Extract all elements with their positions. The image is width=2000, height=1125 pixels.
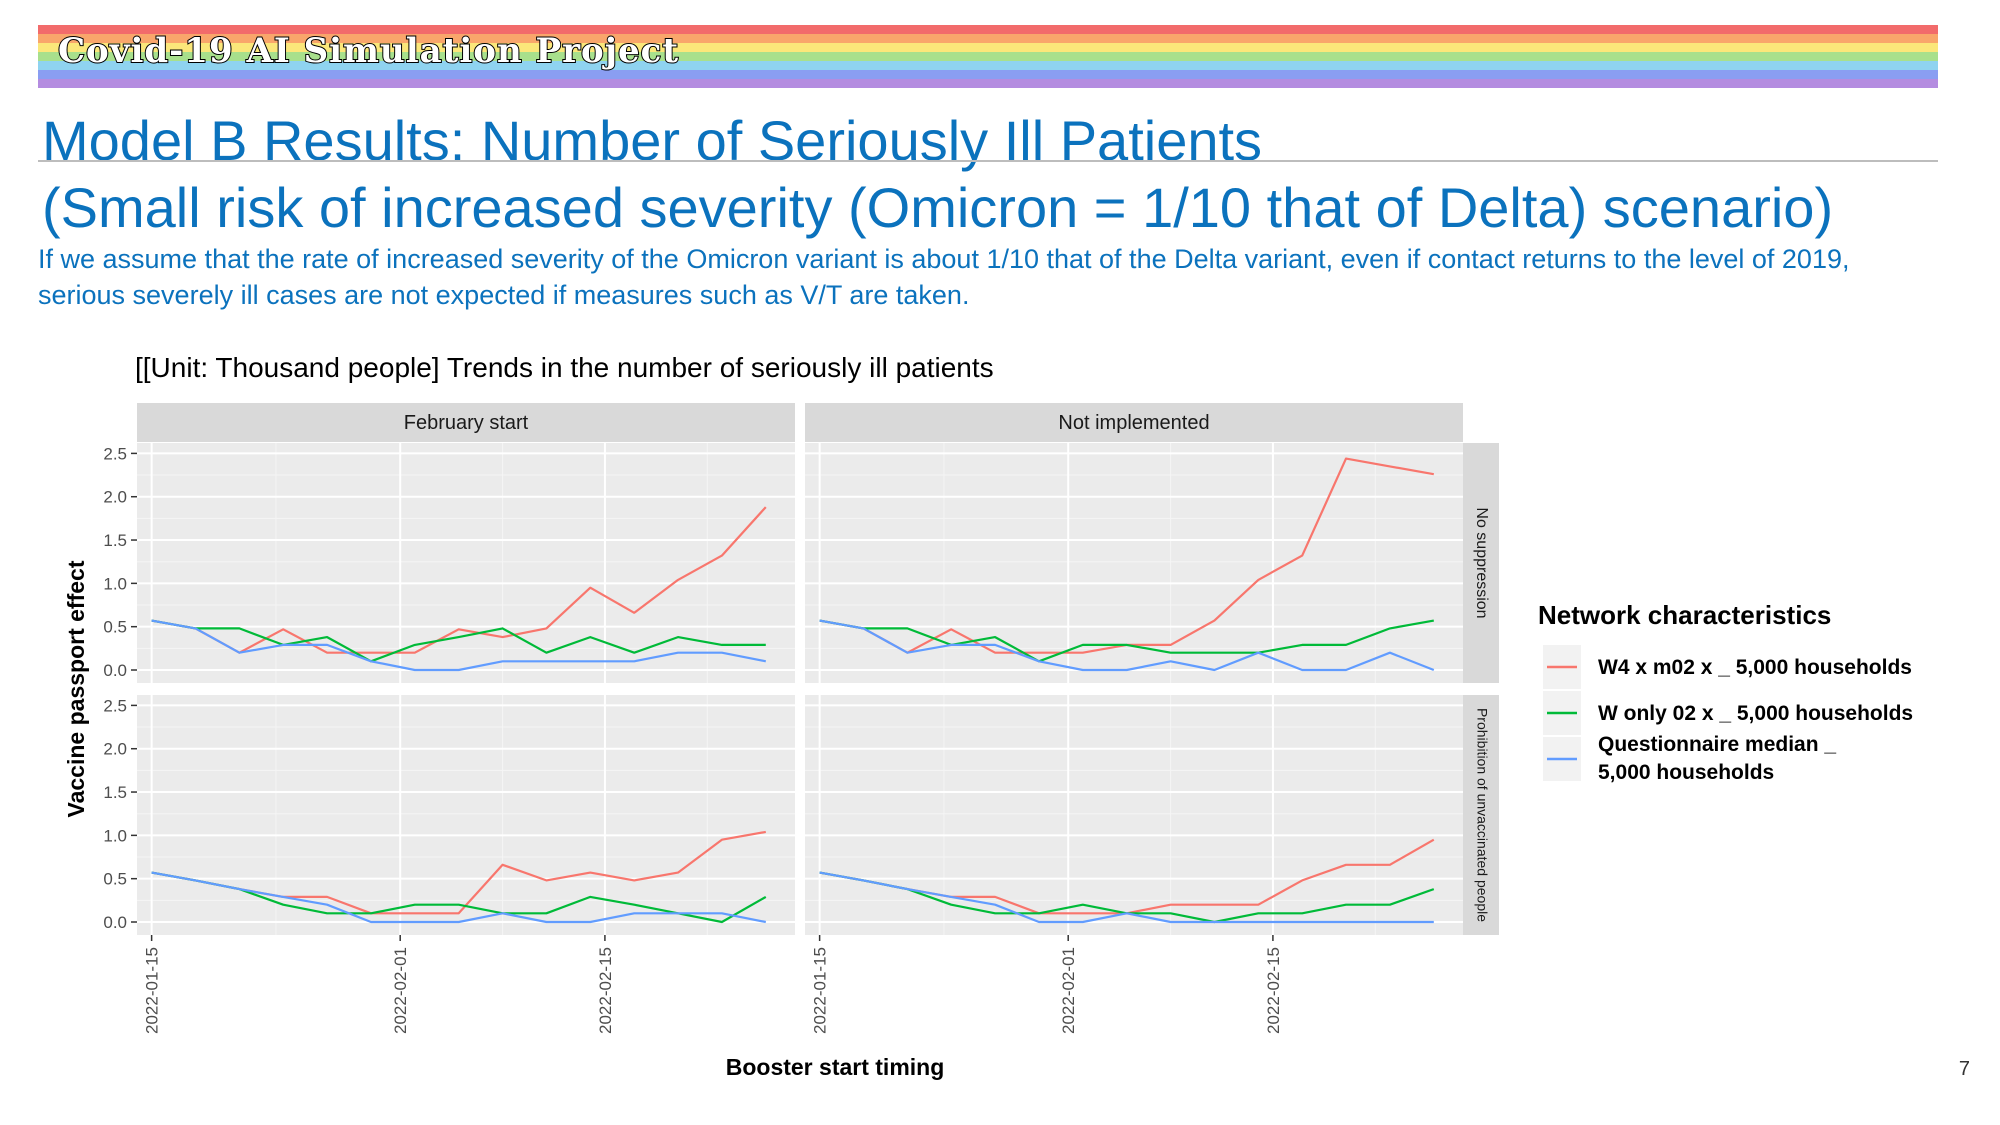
y-tick-label: 0.0: [103, 913, 127, 932]
y-tick-label: 1.5: [103, 531, 127, 550]
y-tick-label: 2.0: [103, 488, 127, 507]
facet-label: Prohibition of unvaccinated people: [1474, 708, 1490, 922]
series-line: [151, 619, 767, 672]
series-line: [151, 871, 767, 924]
panel-background: [137, 443, 795, 683]
series-line: [151, 871, 767, 924]
x-tick-label: 2022-02-01: [1059, 947, 1078, 1034]
facet-label: Not implemented: [1058, 412, 1209, 434]
legend-label: W only 02 x _ 5,000 households: [1598, 702, 1913, 725]
rainbow-band: [38, 34, 1938, 43]
slide-subtitle: (Small risk of increased severity (Omicr…: [42, 176, 1834, 239]
rainbow-band: [38, 61, 1938, 70]
series-line: [819, 619, 1435, 672]
facet-strip: [805, 403, 1463, 442]
facet-label: No suppression: [1473, 507, 1490, 618]
series-line: [151, 506, 767, 654]
project-banner: Covid-19 AI Simulation Project: [38, 25, 1938, 89]
legend-label: Questionnaire median _: [1598, 733, 1836, 756]
y-tick-label: 2.0: [103, 740, 127, 759]
series-line: [819, 619, 1434, 663]
panel-background: [805, 695, 1463, 935]
x-tick-label: 2022-01-15: [143, 947, 162, 1034]
facet-strip: [137, 403, 795, 442]
banner-title: Covid-19 AI Simulation Project: [57, 30, 680, 72]
x-tick-label: 2022-02-15: [596, 947, 615, 1034]
y-tick-label: 0.0: [103, 661, 127, 680]
slide-description: If we assume that the rate of increased …: [38, 244, 1850, 310]
panel-background: [137, 695, 795, 935]
y-tick-label: 0.5: [103, 618, 127, 637]
rainbow-band: [38, 70, 1938, 79]
facet-strip: [1463, 695, 1499, 935]
y-tick-label: 2.5: [103, 444, 127, 463]
x-tick-label: 2022-01-15: [811, 947, 830, 1034]
y-tick-label: 1.0: [103, 574, 127, 593]
y-tick-label: 2.5: [103, 696, 127, 715]
series-line: [819, 871, 1434, 924]
title-divider: [38, 160, 1938, 162]
facet-label: February start: [404, 412, 529, 434]
facet-strip: [1463, 443, 1499, 683]
rainbow-bands: [38, 25, 1938, 88]
chart-title: [[Unit: Thousand people] Trends in the n…: [135, 352, 994, 383]
legend-label: 5,000 households: [1598, 761, 1774, 784]
rainbow-band: [38, 79, 1938, 88]
y-axis-title: Vaccine passport effect: [63, 560, 89, 817]
legend-label: W4 x m02 x _ 5,000 households: [1598, 656, 1912, 679]
series-line: [151, 619, 766, 663]
y-tick-label: 0.5: [103, 870, 127, 889]
rainbow-band: [38, 43, 1938, 52]
page-number: 7: [1958, 1058, 1970, 1080]
y-tick-label: 1.0: [103, 826, 127, 845]
x-tick-label: 2022-02-15: [1264, 947, 1283, 1034]
legend-title: Network characteristics: [1538, 600, 1831, 630]
x-tick-label: 2022-02-01: [391, 947, 410, 1034]
y-tick-label: 1.5: [103, 783, 127, 802]
rainbow-band: [38, 25, 1938, 34]
rainbow-band: [38, 52, 1938, 61]
x-axis-title: Booster start timing: [726, 1054, 945, 1080]
